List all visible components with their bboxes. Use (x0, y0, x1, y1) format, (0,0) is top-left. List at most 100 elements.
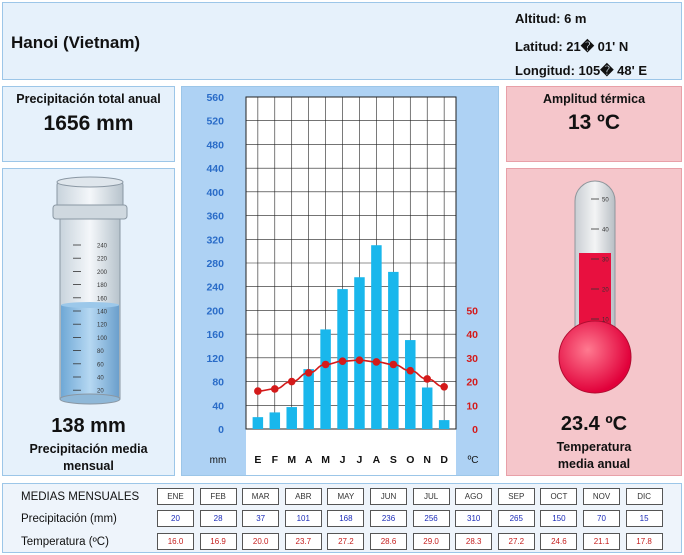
x-tick-label: F (272, 454, 279, 466)
cylinder-tick-label: 240 (97, 244, 108, 250)
altitude-label: Altitud: 6 m (515, 11, 587, 26)
x-tick-label: A (373, 454, 381, 466)
x-label-right: ºC (468, 455, 479, 466)
temp-point (270, 385, 279, 393)
temp-row-label: Temperatura (ºC) (21, 536, 109, 548)
y-right-tick-label: 50 (466, 305, 478, 317)
precip-bar (286, 407, 297, 429)
rain-gauge-cylinder-icon: 240 220 200 180 160 140 120 100 80 60 40 20 (52, 176, 128, 405)
thermometer-icon: 50 40 30 20 10 (558, 180, 632, 394)
temp-cell: 27.2 (497, 533, 535, 550)
precip-bar (405, 340, 416, 429)
temp-cell: 24.6 (540, 533, 578, 550)
amplitude-label: Amplitud térmica (542, 92, 646, 106)
y-left-tick-label: 400 (206, 187, 224, 199)
thermo-tick-label: 30 (602, 258, 609, 264)
x-label-left: mm (210, 455, 227, 466)
y-left-tick-label: 200 (206, 305, 224, 317)
precip-bar (371, 245, 382, 429)
precip-total-panel: Precipitación total anual 1656 mm (2, 86, 175, 162)
cylinder-tick-label: 20 (97, 389, 104, 395)
month-header-cell: OCT (540, 488, 578, 505)
y-left-tick-label: 320 (206, 234, 224, 246)
cylinder-tick-label: 60 (97, 362, 104, 368)
month-header-cell: ABR (284, 488, 322, 505)
x-axis-band (246, 429, 456, 475)
x-tick-label: D (440, 454, 448, 466)
temp-annual-label: Temperatura media anual (556, 440, 632, 471)
precip-cell: 101 (284, 510, 322, 527)
temp-cell: 21.1 (583, 533, 620, 550)
precip-cell: 150 (540, 510, 578, 527)
x-tick-label: J (357, 454, 363, 466)
precip-cell: 265 (497, 510, 535, 527)
temp-cell: 23.7 (284, 533, 322, 550)
latitude-label: Latitud: 21� 01' N (515, 39, 629, 54)
temp-point (423, 375, 432, 383)
precip-bar (421, 387, 433, 429)
y-left-tick-label: 520 (206, 116, 224, 128)
monthly-table: MEDIAS MENSUALES Precipitación (mm) Temp… (2, 483, 682, 553)
x-tick-label: J (340, 454, 346, 466)
precip-bar (438, 420, 450, 429)
temp-point (406, 366, 415, 375)
cylinder-tick-label: 120 (97, 323, 108, 329)
month-header-cell: FEB (199, 488, 237, 505)
precip-cell: 168 (327, 510, 365, 527)
precip-bar (269, 412, 281, 429)
temp-cell: 28.3 (455, 533, 493, 550)
x-tick-label: M (321, 454, 330, 466)
x-tick-label: A (305, 454, 313, 466)
precip-cell: 37 (242, 510, 280, 527)
y-left-tick-label: 280 (206, 258, 224, 270)
y-right-tick-label: 10 (466, 400, 478, 412)
x-tick-label: N (423, 454, 431, 466)
y-right-tick-label: 40 (466, 329, 478, 341)
plot-frame (245, 96, 457, 430)
precip-cell: 310 (455, 510, 493, 527)
precip-bar (388, 271, 399, 429)
temp-cell: 20.0 (242, 533, 280, 550)
x-tick-label: S (390, 454, 397, 466)
cylinder-tick-label: 40 (97, 376, 104, 382)
thermo-tick-label: 40 (602, 228, 609, 234)
cylinder-tick-label: 200 (97, 270, 108, 276)
thermometer-scale: 50 40 30 20 10 (591, 198, 609, 324)
temp-cell: 16.0 (157, 533, 194, 550)
precip-cell: 15 (625, 510, 663, 527)
precip-bar (354, 277, 365, 429)
thermo-tick-label: 50 (602, 198, 609, 204)
temp-point (440, 382, 448, 391)
temp-point (254, 387, 262, 395)
temp-point (321, 360, 330, 369)
y-left-tick-label: 40 (212, 400, 224, 412)
y-right-tick-label: 0 (472, 424, 478, 436)
climograph-chart: 0408012016020024028032036040044048052056… (206, 92, 479, 475)
city-title: Hanoi (Vietnam) (11, 33, 141, 52)
y-left-tick-label: 80 (212, 377, 224, 389)
temp-cell: 29.0 (412, 533, 450, 550)
cylinder-tick-label: 180 (97, 283, 108, 289)
precip-cell: 20 (157, 510, 194, 527)
y-left-tick-label: 360 (206, 211, 224, 223)
cylinder-tick-label: 220 (97, 257, 108, 263)
precip-bar (303, 369, 314, 429)
cylinder-tick-label: 80 (97, 349, 104, 355)
month-header-cell: JUL (412, 488, 450, 505)
cylinder-tick-label: 100 (97, 336, 108, 342)
y-left-tick-label: 480 (206, 139, 224, 151)
precip-cell: 28 (199, 510, 237, 527)
temp-point (355, 356, 364, 365)
table-title: MEDIAS MENSUALES (21, 491, 140, 503)
month-header-cell: JUN (370, 488, 407, 505)
x-tick-label: E (254, 454, 261, 466)
temp-annual-panel: 50 40 30 20 10 23.4 ºC Temperatura media anu… (506, 168, 682, 476)
month-header-cell: MAY (327, 488, 365, 505)
y-left-tick-label: 120 (206, 353, 224, 365)
y-right-tick-label: 20 (466, 377, 478, 389)
precip-monthly-label: Precipitación media mensual (29, 442, 148, 473)
thermo-tick-label: 20 (602, 288, 609, 294)
x-tick-label: M (287, 454, 296, 466)
temp-point (389, 360, 398, 369)
precip-cell: 256 (412, 510, 450, 527)
